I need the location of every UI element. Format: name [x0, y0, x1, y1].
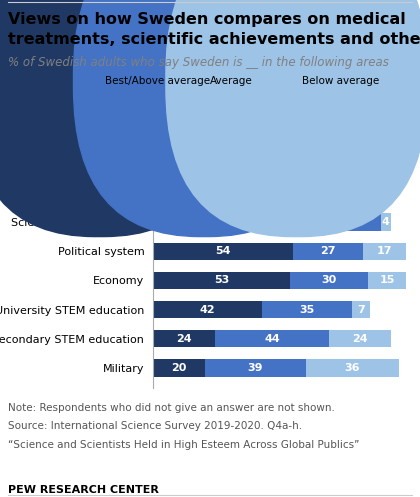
- Text: Below average: Below average: [302, 76, 380, 86]
- Text: 28: 28: [339, 159, 355, 169]
- Bar: [153, 184, 303, 202]
- Text: 7: 7: [357, 305, 365, 315]
- Text: 53: 53: [214, 275, 229, 285]
- Bar: [293, 213, 381, 231]
- Text: 24: 24: [352, 333, 368, 344]
- Bar: [205, 359, 306, 377]
- Bar: [153, 359, 205, 377]
- Text: 24: 24: [176, 333, 192, 344]
- Text: PEW RESEARCH CENTER: PEW RESEARCH CENTER: [8, 485, 159, 495]
- Text: 36: 36: [344, 363, 360, 373]
- Bar: [352, 301, 370, 319]
- Text: Best/Above average: Best/Above average: [105, 76, 210, 86]
- Text: 61: 61: [224, 159, 240, 169]
- Text: “Science and Scientists Held in High Esteem Across Global Publics”: “Science and Scientists Held in High Est…: [8, 440, 360, 450]
- Text: 17: 17: [377, 247, 392, 256]
- Text: Average: Average: [210, 76, 253, 86]
- Bar: [293, 243, 362, 260]
- Bar: [290, 272, 368, 289]
- Bar: [383, 184, 391, 202]
- Text: 58: 58: [220, 188, 236, 198]
- Text: 39: 39: [247, 363, 263, 373]
- Bar: [368, 272, 407, 289]
- Bar: [381, 213, 391, 231]
- Bar: [303, 184, 383, 202]
- Bar: [311, 155, 383, 172]
- Text: 35: 35: [299, 305, 315, 315]
- Text: 3: 3: [383, 188, 391, 198]
- Text: 4: 4: [382, 217, 390, 227]
- Text: 10: 10: [388, 159, 404, 169]
- Bar: [153, 330, 215, 347]
- Text: 27: 27: [320, 247, 336, 256]
- Text: 34: 34: [329, 217, 344, 227]
- Bar: [153, 213, 293, 231]
- Text: 30: 30: [321, 275, 336, 285]
- Text: Views on how Sweden compares on medical: Views on how Sweden compares on medical: [8, 12, 406, 27]
- Bar: [153, 301, 262, 319]
- Bar: [215, 330, 329, 347]
- Text: 42: 42: [200, 305, 215, 315]
- Text: 31: 31: [336, 188, 351, 198]
- Bar: [329, 330, 391, 347]
- Text: 54: 54: [215, 217, 231, 227]
- Text: Source: International Science Survey 2019-2020. Q4a-h.: Source: International Science Survey 201…: [8, 421, 302, 431]
- Text: 20: 20: [171, 363, 187, 373]
- Text: % of Swedish adults who say Sweden is __ in the following areas: % of Swedish adults who say Sweden is __…: [8, 56, 389, 69]
- Bar: [153, 272, 290, 289]
- Bar: [153, 155, 311, 172]
- Text: 15: 15: [379, 275, 395, 285]
- Bar: [262, 301, 352, 319]
- Text: 54: 54: [215, 247, 231, 256]
- Bar: [306, 359, 399, 377]
- Text: Note: Respondents who did not give an answer are not shown.: Note: Respondents who did not give an an…: [8, 403, 335, 413]
- Text: treatments, scientific achievements and other areas: treatments, scientific achievements and …: [8, 32, 420, 47]
- Bar: [153, 243, 293, 260]
- Bar: [362, 243, 407, 260]
- Text: 44: 44: [264, 333, 280, 344]
- Bar: [383, 155, 409, 172]
